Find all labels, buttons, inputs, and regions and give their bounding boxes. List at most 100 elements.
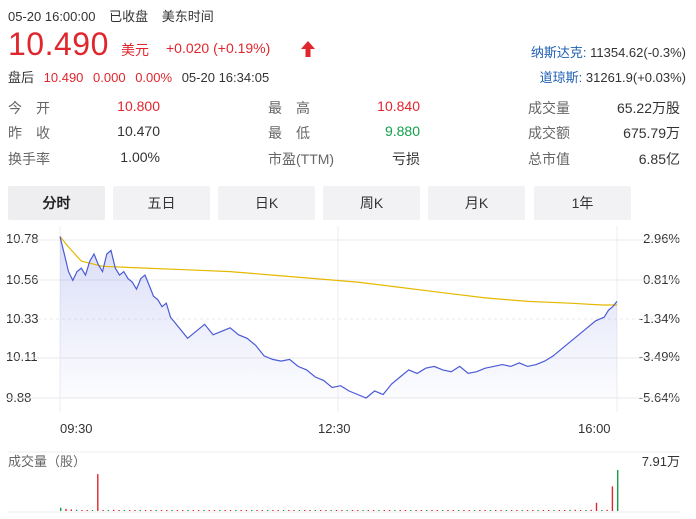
volume-bar [192,510,194,511]
after-hours-label: 盘后 [8,70,35,85]
volume-bar [436,510,438,511]
volume-bar [171,510,173,511]
volume-bar [229,510,232,511]
volume-bar [107,510,110,511]
tab-monthly-k[interactable]: 月K [428,186,525,220]
volume-bar [277,510,279,511]
volume-bar [351,510,354,511]
after-hours-percent: 0.00% [135,70,173,85]
volume-bar [129,510,131,511]
volume-bar [266,510,269,511]
price-change: +0.020 (+0.19%) [166,40,271,56]
volume-bar [314,510,316,511]
volume-bar [219,510,221,511]
volume-bar [564,510,566,511]
volume-bar [60,507,62,511]
volume-bar [139,510,141,511]
volume-bar [123,510,126,511]
stat-value: 亏损 [392,151,420,167]
volume-title: 成交量（股） [8,454,87,469]
stat-value: 1.00% [120,149,160,165]
volume-bar [288,510,290,511]
after-hours-time: 05-20 16:34:05 [181,70,270,85]
volume-bar [240,510,242,511]
price-area [60,236,617,398]
volume-bar [373,510,375,511]
volume-bar [75,509,78,511]
stat-value: 6.85亿 [638,151,680,167]
volume-bar [516,510,518,511]
volume-bar [617,470,619,511]
volume-bar [388,510,391,511]
status-line: 05-20 16:00:00 已收盘 美东时间 [8,6,224,25]
stat-value: 9.880 [384,123,420,139]
volume-bar [346,510,348,511]
volume-bar [415,510,417,511]
stat-label: 总市值 [528,151,570,167]
volume-bar [606,509,608,511]
volume-bar [510,510,513,511]
tab-five-day[interactable]: 五日 [113,186,210,220]
tab-daily-k[interactable]: 日K [218,186,315,220]
volume-bar [378,510,380,511]
tab-intraday[interactable]: 分时 [8,186,105,220]
volume-bar [548,510,550,511]
volume-bar [319,510,322,511]
volume-bar [166,510,168,511]
volume-bar [245,510,248,511]
volume-bar [489,510,492,511]
volume-bar [256,510,258,511]
stat-label: 市盈(TTM) [268,151,335,167]
volume-bar [457,510,460,511]
index-nasdaq[interactable]: 纳斯达克: 11354.62(-0.3%) [531,42,686,61]
stat-label: 今 开 [8,100,50,116]
stat-value: 10.800 [117,98,160,114]
stat-label: 换手率 [8,151,50,167]
y-tick-price: 10.78 [6,231,39,246]
volume-bar [235,510,237,511]
y-tick-pct: -1.34% [638,311,680,326]
after-hours-price: 10.490 [43,70,84,85]
volume-bar [526,510,529,511]
volume-bar [553,510,555,511]
volume-bar [65,508,67,511]
index-value: 11354.62(-0.3%) [590,45,686,60]
volume-bar [447,510,449,511]
volume-bar [426,510,428,511]
volume-bar [330,510,332,511]
volume-bar [187,510,189,511]
volume-bar [113,509,115,511]
volume-bar [500,510,502,511]
volume-bar [468,510,470,511]
volume-bar [431,510,433,511]
index-value: 31261.9(+0.03%) [585,70,686,85]
quote-datetime: 05-20 16:00:00 [8,9,96,24]
volume-bar [479,510,481,511]
volume-bar [182,510,184,511]
volume-bar [463,510,465,511]
volume-bar [272,510,274,511]
volume-bar [420,510,423,511]
index-dow[interactable]: 道琼斯: 31261.9(+0.03%) [540,67,686,86]
volume-bar [97,474,99,511]
x-tick: 09:30 [60,421,93,436]
volume-max: 7.91万 [641,454,680,469]
volume-bar [601,510,603,511]
volume-bar [569,509,571,511]
volume-bar [473,510,476,511]
volume-bar [224,510,226,511]
chart-period-tabs: 分时 五日 日K 周K 月K 1年 [8,186,631,220]
volume-bar [251,510,253,511]
volume-bar [155,510,157,511]
tab-weekly-k[interactable]: 周K [323,186,420,220]
volume-bar [282,510,285,511]
tab-one-year[interactable]: 1年 [534,186,631,220]
index-name: 道琼斯: [539,70,583,85]
average-price-line [59,236,617,306]
volume-bars [60,470,619,511]
volume-bar [150,510,152,511]
volume-bar [134,510,136,511]
volume-bar [203,510,205,511]
price-line [59,236,618,399]
